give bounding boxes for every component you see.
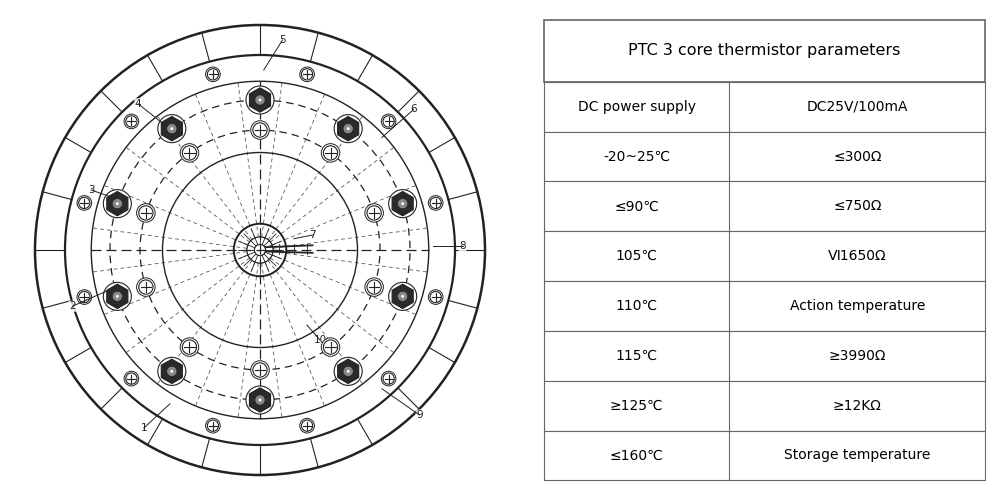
Circle shape <box>365 278 383 296</box>
Circle shape <box>347 127 350 130</box>
Circle shape <box>259 98 261 102</box>
Circle shape <box>401 295 404 298</box>
Text: -20~25℃: -20~25℃ <box>603 150 670 164</box>
Text: 3: 3 <box>88 185 95 195</box>
Polygon shape <box>107 192 128 216</box>
Text: 9: 9 <box>416 410 423 420</box>
Circle shape <box>251 120 269 140</box>
Text: 10: 10 <box>313 335 327 345</box>
Circle shape <box>343 366 353 376</box>
Text: DC power supply: DC power supply <box>578 100 696 114</box>
Circle shape <box>389 282 417 310</box>
Circle shape <box>77 196 92 210</box>
Text: ≥125℃: ≥125℃ <box>610 398 663 412</box>
Text: Storage temperature: Storage temperature <box>784 448 931 462</box>
Bar <box>544 132 985 182</box>
Polygon shape <box>338 116 359 141</box>
Text: 7: 7 <box>309 230 316 240</box>
Circle shape <box>259 398 261 402</box>
Circle shape <box>206 67 220 82</box>
Text: Action temperature: Action temperature <box>790 299 925 313</box>
Circle shape <box>167 366 177 376</box>
Bar <box>544 281 985 331</box>
Text: 2: 2 <box>69 301 76 311</box>
Circle shape <box>428 290 443 304</box>
Circle shape <box>180 144 199 162</box>
Polygon shape <box>392 284 413 308</box>
Circle shape <box>77 290 92 304</box>
Circle shape <box>158 358 186 386</box>
Circle shape <box>381 114 396 128</box>
Circle shape <box>398 198 408 209</box>
Circle shape <box>381 372 396 386</box>
Text: 6: 6 <box>410 104 417 115</box>
Polygon shape <box>249 88 271 112</box>
Circle shape <box>158 114 186 142</box>
Circle shape <box>251 360 269 380</box>
Text: 110℃: 110℃ <box>615 299 658 313</box>
Circle shape <box>170 370 173 373</box>
Text: ≤160℃: ≤160℃ <box>610 448 663 462</box>
Text: 1: 1 <box>140 423 147 433</box>
Bar <box>544 381 985 430</box>
Circle shape <box>246 386 274 414</box>
Circle shape <box>137 204 155 222</box>
Circle shape <box>246 86 274 114</box>
Circle shape <box>300 67 314 82</box>
Text: ≤90℃: ≤90℃ <box>614 200 659 213</box>
Circle shape <box>112 291 122 302</box>
Text: PTC 3 core thermistor parameters: PTC 3 core thermistor parameters <box>628 43 901 58</box>
Circle shape <box>365 204 383 222</box>
Text: 115℃: 115℃ <box>615 349 658 363</box>
Circle shape <box>347 370 350 373</box>
Bar <box>544 20 985 82</box>
Text: 105℃: 105℃ <box>616 249 658 263</box>
Bar <box>544 430 985 480</box>
Polygon shape <box>107 284 128 308</box>
Text: 5: 5 <box>279 35 286 45</box>
Text: ≥12KΩ: ≥12KΩ <box>833 398 882 412</box>
Circle shape <box>103 282 131 310</box>
Text: ≥3990Ω: ≥3990Ω <box>829 349 886 363</box>
Circle shape <box>321 338 340 356</box>
Circle shape <box>255 95 265 105</box>
Text: DC25V/100mA: DC25V/100mA <box>807 100 908 114</box>
Bar <box>544 331 985 381</box>
Circle shape <box>428 196 443 210</box>
Circle shape <box>116 295 119 298</box>
Bar <box>544 182 985 232</box>
Circle shape <box>103 190 131 218</box>
Circle shape <box>334 358 362 386</box>
Circle shape <box>124 372 139 386</box>
Circle shape <box>343 124 353 134</box>
Polygon shape <box>392 192 413 216</box>
Polygon shape <box>161 116 182 141</box>
Circle shape <box>170 127 173 130</box>
Circle shape <box>255 395 265 405</box>
Bar <box>544 82 985 132</box>
Circle shape <box>116 202 119 205</box>
Circle shape <box>389 190 417 218</box>
Circle shape <box>300 418 314 433</box>
Circle shape <box>137 278 155 296</box>
Circle shape <box>112 198 122 209</box>
Circle shape <box>401 202 404 205</box>
Text: Ⅵ1650Ω: Ⅵ1650Ω <box>828 249 887 263</box>
Text: 8: 8 <box>459 242 466 251</box>
Text: ≤750Ω: ≤750Ω <box>833 200 882 213</box>
Circle shape <box>334 114 362 142</box>
Text: 4: 4 <box>135 99 141 109</box>
Circle shape <box>398 291 408 302</box>
Circle shape <box>321 144 340 162</box>
Circle shape <box>180 338 199 356</box>
Circle shape <box>206 418 220 433</box>
Polygon shape <box>338 359 359 384</box>
Circle shape <box>124 114 139 128</box>
Circle shape <box>167 124 177 134</box>
Bar <box>544 232 985 281</box>
Text: ≤300Ω: ≤300Ω <box>833 150 882 164</box>
Polygon shape <box>249 388 271 412</box>
Polygon shape <box>161 359 182 384</box>
